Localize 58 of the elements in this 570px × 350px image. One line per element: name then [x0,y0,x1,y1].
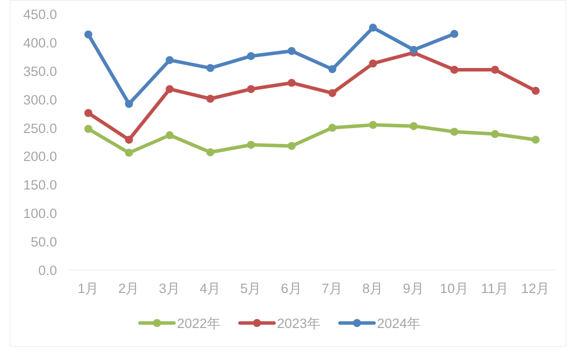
x-tick-label: 7月 [322,281,344,296]
point [288,46,296,55]
x-tick-label: 2月 [118,281,140,296]
point [491,66,499,74]
point [369,120,377,129]
point [125,100,133,108]
y-tick-label: 100.0 [23,206,57,222]
point [450,128,458,136]
x-tick-label: 3月 [158,281,180,296]
point [369,24,377,32]
point [166,56,174,64]
point [166,131,174,140]
x-tick-label: 5月 [240,281,262,296]
y-tick-label: 50.0 [30,234,57,250]
point [166,85,174,94]
point [410,46,418,54]
point [369,59,377,68]
point [206,148,214,156]
point [247,52,255,60]
point [84,30,92,38]
y-tick-label: 200.0 [23,149,57,164]
point [450,30,458,38]
point [532,86,540,95]
y-tick-label: 0.0 [38,263,57,278]
point [410,122,418,130]
point [288,142,296,150]
x-tick-label: 11月 [480,281,510,296]
point [206,94,214,103]
y-tick-label: 400.0 [23,35,57,50]
point [532,136,540,144]
point [84,108,92,117]
legend-label: 2023年 [277,316,322,331]
x-tick-label: 12月 [521,281,550,296]
point [247,140,255,149]
legend-label: 2024年 [377,316,422,331]
y-tick-label: 300.0 [23,92,57,108]
point [491,130,499,138]
x-tick-label: 10月 [440,281,469,296]
point [125,136,133,144]
y-tick-label: 350.0 [23,64,57,79]
point [288,78,296,87]
y-tick-label: 450.0 [23,7,57,22]
point [125,148,133,157]
x-tick-label: 9月 [402,281,424,296]
point [450,66,458,74]
point [328,124,336,132]
y-tick-label: 250.0 [23,120,57,136]
point [206,64,214,72]
point [328,65,336,74]
point [84,124,92,133]
point [247,85,255,94]
legend-label: 2022年 [177,316,222,331]
x-tick-label: 6月 [280,281,302,296]
y-tick-label: 150.0 [23,178,57,193]
x-tick-label: 1月 [78,281,100,296]
x-tick-label: 8月 [362,281,384,296]
x-tick-label: 4月 [200,281,222,296]
point [328,89,336,98]
